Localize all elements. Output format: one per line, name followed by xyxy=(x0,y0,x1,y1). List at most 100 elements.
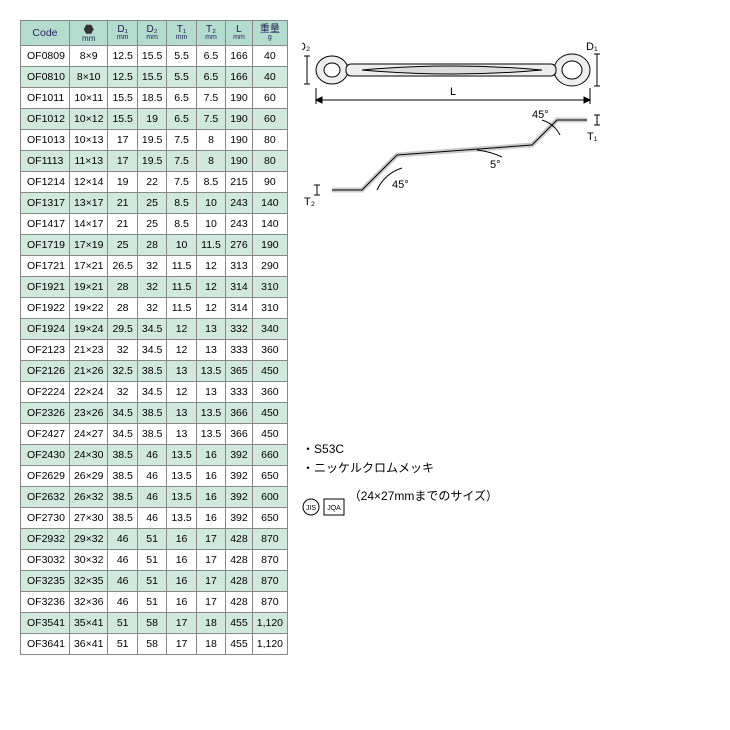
cell-value: 17×19 xyxy=(69,235,108,256)
cell-value: 21 xyxy=(108,193,137,214)
table-row: OF111311×131719.57.5819080 xyxy=(21,151,288,172)
cell-value: 392 xyxy=(226,487,253,508)
cell-code: OF2632 xyxy=(21,487,70,508)
note-material: ・S53C xyxy=(302,440,612,459)
cell-code: OF3235 xyxy=(21,571,70,592)
table-row: OF303230×3246511617428870 xyxy=(21,550,288,571)
table-row: OF192119×21283211.512314310 xyxy=(21,277,288,298)
cell-value: 140 xyxy=(252,193,287,214)
cell-value: 360 xyxy=(252,382,287,403)
table-row: OF101110×1115.518.56.57.519060 xyxy=(21,88,288,109)
table-row: OF08108×1012.515.55.56.516640 xyxy=(21,67,288,88)
cell-value: 660 xyxy=(252,445,287,466)
th-hex: mm xyxy=(69,21,108,46)
cell-value: 17 xyxy=(108,130,137,151)
cell-value: 22 xyxy=(137,172,166,193)
cell-value: 10 xyxy=(196,193,225,214)
cell-value: 190 xyxy=(252,235,287,256)
cell-value: 32 xyxy=(137,298,166,319)
cell-value: 366 xyxy=(226,403,253,424)
cell-value: 19 xyxy=(108,172,137,193)
table-row: OF293229×3246511617428870 xyxy=(21,529,288,550)
cell-value: 12×14 xyxy=(69,172,108,193)
cell-value: 15.5 xyxy=(137,46,166,67)
cell-value: 1,120 xyxy=(252,634,287,655)
cell-code: OF2126 xyxy=(21,361,70,382)
cell-value: 16 xyxy=(196,487,225,508)
cell-code: OF1214 xyxy=(21,172,70,193)
cell-value: 13.5 xyxy=(167,466,196,487)
cell-value: 24×27 xyxy=(69,424,108,445)
cell-code: OF2629 xyxy=(21,466,70,487)
cell-value: 7.5 xyxy=(167,151,196,172)
cell-value: 28 xyxy=(108,298,137,319)
cell-value: 38.5 xyxy=(137,361,166,382)
cell-value: 1,120 xyxy=(252,613,287,634)
cell-value: 46 xyxy=(137,508,166,529)
cell-value: 10×12 xyxy=(69,109,108,130)
cell-value: 34.5 xyxy=(137,382,166,403)
svg-text:5°: 5° xyxy=(490,159,501,171)
cell-value: 34.5 xyxy=(137,340,166,361)
cell-value: 450 xyxy=(252,361,287,382)
cell-value: 17 xyxy=(196,592,225,613)
cell-value: 13 xyxy=(167,424,196,445)
cell-value: 600 xyxy=(252,487,287,508)
cell-value: 7.5 xyxy=(196,88,225,109)
cell-value: 360 xyxy=(252,340,287,361)
cell-value: 34.5 xyxy=(108,403,137,424)
cell-value: 5.5 xyxy=(167,46,196,67)
cell-value: 13.5 xyxy=(196,424,225,445)
cell-value: 12 xyxy=(167,340,196,361)
cell-value: 13 xyxy=(196,319,225,340)
cell-value: 190 xyxy=(226,88,253,109)
cell-value: 13.5 xyxy=(196,361,225,382)
cell-value: 46 xyxy=(108,592,137,613)
table-row: OF323532×3546511617428870 xyxy=(21,571,288,592)
cell-value: 14×17 xyxy=(69,214,108,235)
cell-value: 8×10 xyxy=(69,67,108,88)
cell-value: 428 xyxy=(226,550,253,571)
hex-icon xyxy=(84,24,94,34)
cell-value: 18 xyxy=(196,613,225,634)
cell-code: OF1719 xyxy=(21,235,70,256)
cell-value: 51 xyxy=(137,550,166,571)
table-row: OF212321×233234.51213333360 xyxy=(21,340,288,361)
cell-value: 13.5 xyxy=(167,445,196,466)
cell-value: 15.5 xyxy=(108,88,137,109)
cell-value: 10×11 xyxy=(69,88,108,109)
cell-value: 46 xyxy=(108,529,137,550)
cell-value: 428 xyxy=(226,529,253,550)
cell-value: 8.5 xyxy=(167,214,196,235)
cell-value: 190 xyxy=(226,130,253,151)
cell-value: 35×41 xyxy=(69,613,108,634)
svg-text:45°: 45° xyxy=(532,109,549,121)
svg-text:JIS: JIS xyxy=(306,505,316,512)
cell-code: OF0810 xyxy=(21,67,70,88)
cell-value: 19×24 xyxy=(69,319,108,340)
svg-text:45°: 45° xyxy=(392,179,409,191)
cell-value: 51 xyxy=(137,529,166,550)
cell-value: 38.5 xyxy=(108,508,137,529)
cell-value: 8×9 xyxy=(69,46,108,67)
cell-value: 314 xyxy=(226,277,253,298)
cell-value: 870 xyxy=(252,529,287,550)
cell-value: 51 xyxy=(137,571,166,592)
cell-value: 38.5 xyxy=(108,445,137,466)
cell-value: 190 xyxy=(226,151,253,172)
cell-value: 32×35 xyxy=(69,571,108,592)
table-row: OF232623×2634.538.51313.5366450 xyxy=(21,403,288,424)
cell-value: 46 xyxy=(108,550,137,571)
cell-value: 392 xyxy=(226,445,253,466)
cell-value: 15.5 xyxy=(108,109,137,130)
svg-text:T₂: T₂ xyxy=(304,196,315,208)
cell-value: 12.5 xyxy=(108,46,137,67)
cell-code: OF3541 xyxy=(21,613,70,634)
cell-value: 313 xyxy=(226,256,253,277)
cell-code: OF2224 xyxy=(21,382,70,403)
cell-value: 17 xyxy=(196,529,225,550)
cell-code: OF2430 xyxy=(21,445,70,466)
cell-value: 18.5 xyxy=(137,88,166,109)
cell-value: 80 xyxy=(252,151,287,172)
cell-value: 58 xyxy=(137,613,166,634)
